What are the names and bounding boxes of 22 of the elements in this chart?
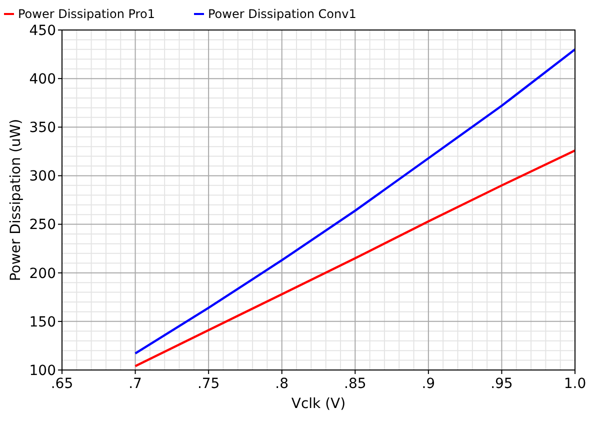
x-tick-label: .7: [128, 376, 142, 392]
x-tick-label: .8: [275, 376, 289, 392]
x-tick-label: .9: [422, 376, 436, 392]
x-tick-label: .65: [50, 376, 74, 392]
x-axis-title: Vclk (V): [291, 396, 346, 412]
y-tick-label: 150: [29, 314, 56, 330]
y-tick-label: 350: [29, 120, 56, 136]
y-axis-title: Power Dissipation (uW): [8, 118, 24, 282]
line-series: [134, 149, 576, 368]
legend-label: Power Dissipation Pro1: [18, 7, 155, 22]
y-tick-label: 250: [29, 217, 56, 234]
x-tick-label: .85: [344, 376, 366, 392]
line-series: [134, 48, 576, 355]
legend-label: Power Dissipation Conv1: [208, 7, 356, 22]
x-tick-label: 1.0: [564, 376, 586, 392]
y-tick-label: 100: [29, 362, 56, 379]
y-tick-label: 200: [29, 266, 56, 282]
x-tick-label: .95: [490, 376, 513, 392]
y-tick-label: 300: [29, 168, 56, 185]
x-tick-label: .75: [197, 376, 220, 392]
y-tick-label: 400: [29, 71, 56, 88]
y-tick-label: 450: [29, 22, 56, 39]
